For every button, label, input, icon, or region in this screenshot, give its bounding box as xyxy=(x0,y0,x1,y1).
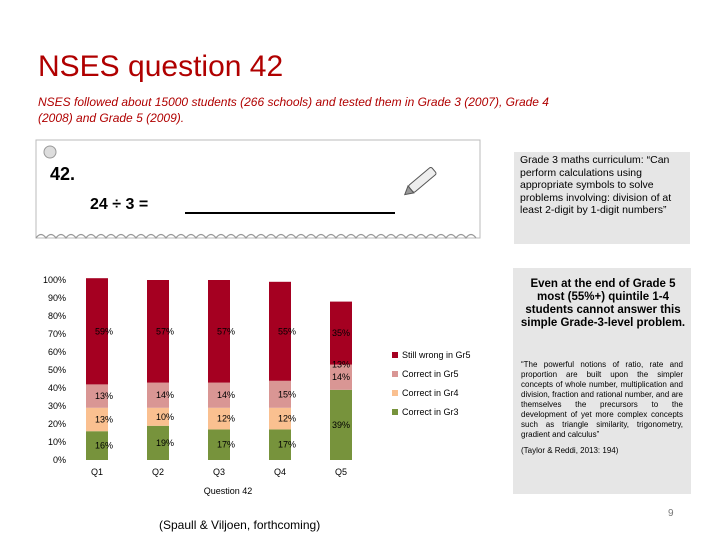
bar-segment xyxy=(147,407,169,426)
y-tick-label: 100% xyxy=(43,275,66,285)
sidebar-quote: “The powerful notions of ratio, rate and… xyxy=(521,360,683,439)
y-tick-label: 50% xyxy=(48,365,66,375)
bar-segment xyxy=(330,364,352,390)
question-frame-graphic xyxy=(35,139,481,240)
bar-segment xyxy=(208,407,230,430)
data-label: 15% xyxy=(278,389,296,399)
slide-title: NSES question 42 xyxy=(38,50,284,83)
data-label: 59% xyxy=(95,326,113,336)
question-number: 42. xyxy=(50,164,76,184)
data-label: 19% xyxy=(156,438,174,448)
legend-swatch xyxy=(392,390,398,396)
y-tick-label: 70% xyxy=(48,329,66,339)
legend-swatch xyxy=(392,409,398,415)
data-label: 12% xyxy=(278,414,296,424)
bar-segment xyxy=(208,382,230,408)
x-tick-label: Q4 xyxy=(274,467,286,477)
legend-label: Correct in Gr4 xyxy=(402,388,459,398)
y-tick-label: 90% xyxy=(48,293,66,303)
chart-svg: 0% 10% 20% 30% 40% 50% 60% 70% 80% 90% 100% 16% 13% 1… xyxy=(43,275,471,496)
bar-segment xyxy=(86,407,108,432)
data-label: 55% xyxy=(278,326,296,336)
x-axis-title: Question 42 xyxy=(204,486,253,496)
sidebar-citation: (Taylor & Reddi, 2013: 194) xyxy=(521,446,619,455)
data-label: 57% xyxy=(217,326,235,336)
bar-segment xyxy=(86,431,108,460)
y-tick-label: 80% xyxy=(48,311,66,321)
bar-segment xyxy=(269,429,291,460)
y-tick-label: 40% xyxy=(48,383,66,393)
data-label: 13% xyxy=(95,415,113,425)
data-label: 16% xyxy=(95,441,113,451)
bar-segment xyxy=(330,301,352,365)
legend-label: Still wrong in Gr5 xyxy=(402,350,471,360)
bar-segment xyxy=(208,280,230,383)
data-label: 39% xyxy=(332,420,350,430)
bar-segment xyxy=(86,278,108,385)
data-label: 35% xyxy=(332,328,350,338)
data-label: 17% xyxy=(217,440,235,450)
data-label: 57% xyxy=(156,326,174,336)
slide-subtitle: NSES followed about 15000 students (266 … xyxy=(38,95,549,125)
pencil-icon xyxy=(403,167,437,196)
y-tick-label: 60% xyxy=(48,347,66,357)
question-image: 42. 24 ÷ 3 = xyxy=(30,138,482,248)
bar-segment xyxy=(269,281,291,381)
bar-segment xyxy=(86,384,108,408)
bar-segment xyxy=(147,280,169,383)
x-tick-label: Q5 xyxy=(335,467,347,477)
data-label: 12% xyxy=(217,414,235,424)
data-label: 13% xyxy=(332,360,350,370)
x-tick-label: Q3 xyxy=(213,467,225,477)
legend-swatch xyxy=(392,371,398,377)
legend-label: Correct in Gr3 xyxy=(402,407,459,417)
curriculum-note: Grade 3 maths curriculum: “Can perform c… xyxy=(514,152,690,244)
data-label: 14% xyxy=(332,372,350,382)
bar-segment xyxy=(269,407,291,430)
stacked-bar-chart: 0% 10% 20% 30% 40% 50% 60% 70% 80% 90% 100% 16% 13% 1… xyxy=(0,262,510,512)
legend-label: Correct in Gr5 xyxy=(402,369,459,379)
data-label: 14% xyxy=(217,390,235,400)
legend-swatch xyxy=(392,352,398,358)
bar-segment xyxy=(147,425,169,460)
sidebar-panel: Even at the end of Grade 5 most (55%+) q… xyxy=(513,268,691,494)
y-tick-label: 20% xyxy=(48,419,66,429)
data-label: 14% xyxy=(156,390,174,400)
page-number: 9 xyxy=(668,508,674,519)
x-tick-label: Q2 xyxy=(152,467,164,477)
sidebar-headline: Even at the end of Grade 5 most (55%+) q… xyxy=(520,278,686,329)
bar-segment xyxy=(269,380,291,408)
y-tick-label: 30% xyxy=(48,401,66,411)
x-tick-label: Q1 xyxy=(91,467,103,477)
source-citation: (Spaull & Viljoen, forthcoming) xyxy=(159,518,321,532)
data-label: 10% xyxy=(156,412,174,422)
y-tick-label: 10% xyxy=(48,437,66,447)
division-problem: 24 ÷ 3 = xyxy=(90,196,149,213)
bar-segment xyxy=(147,382,169,408)
bar-segment xyxy=(208,429,230,460)
answer-blank xyxy=(185,212,395,214)
bar-segment xyxy=(330,389,352,460)
data-label: 17% xyxy=(278,440,296,450)
y-tick-label: 0% xyxy=(53,455,66,465)
data-label: 13% xyxy=(95,391,113,401)
